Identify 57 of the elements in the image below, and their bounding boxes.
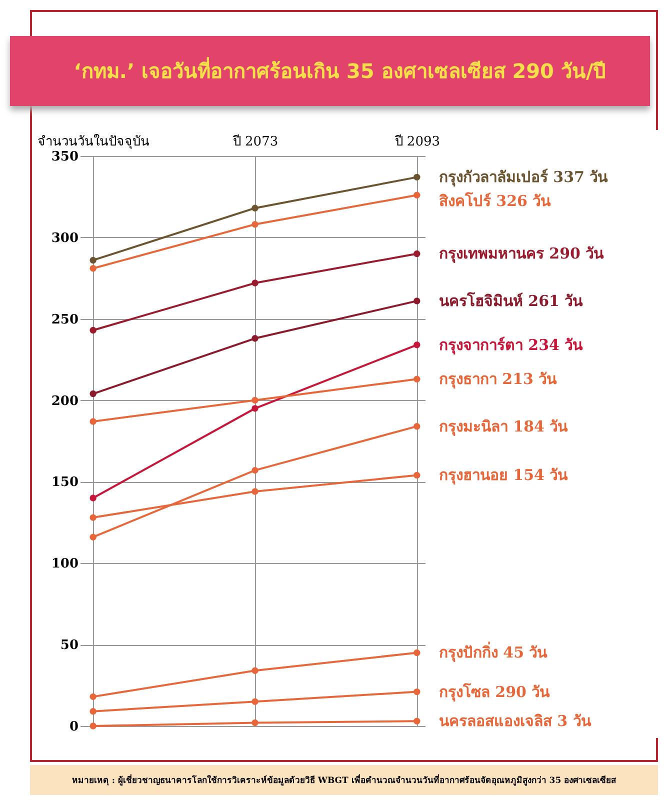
point (414, 250, 420, 258)
point (414, 298, 420, 304)
point (90, 693, 96, 700)
y-tick-label: 250 (51, 312, 78, 328)
chart-title: ‘กทม.’ เจอวันที่อากาศร้อนเกิน 35 องศาเซลเซียส 290 วัน/ปี (72, 56, 608, 85)
point (414, 649, 420, 656)
point (414, 688, 420, 696)
series-label: กรุงปักกิ่ง 45 วัน (438, 642, 548, 663)
y-tick-label: 0 (69, 720, 78, 734)
point (90, 256, 96, 264)
point (252, 667, 258, 674)
y-tick-label: 350 (51, 150, 78, 164)
point (252, 396, 258, 404)
y-tick-label: 100 (51, 556, 78, 572)
point (414, 422, 420, 430)
series-label: กรุงมะนิลา 184 วัน (438, 417, 569, 436)
y-tick-label: 300 (51, 230, 78, 246)
point (252, 335, 258, 342)
point (414, 174, 420, 181)
y-tick-label: 50 (60, 638, 78, 654)
point (90, 265, 96, 272)
point (252, 488, 258, 495)
series-label: กรุงฮานอย 154 วัน (438, 466, 569, 486)
series-label: กรุงจาการ์ตา 234 วัน (438, 336, 584, 355)
point (252, 719, 258, 726)
point (414, 718, 420, 724)
point (414, 472, 420, 479)
series-label: กรุงเทพมหานคร 290 วัน (438, 244, 605, 264)
point (90, 390, 96, 398)
point (414, 376, 420, 382)
series-label: กรุงธากา 213 วัน (438, 370, 558, 390)
point (90, 418, 96, 425)
point (252, 221, 258, 228)
point (90, 514, 96, 521)
y-tick-label: 200 (51, 394, 78, 409)
point (414, 192, 420, 198)
point (90, 534, 96, 540)
text: หมายเหตุ : ผู้เชี่ยวชาญธนาคารโลกใช้การวิเคราะห์ข้อมูลด้วยวิธี WBGT เพื่อคำนวณจำนวนวันที่อากาศร้อนจัดอุณหภูมิสูงกว่า 35 องศาเซลเซียส (30, 765, 658, 795)
series-label: สิงคโปร์ 326 วัน (438, 191, 552, 210)
x-tick-label: จำนวนวันในปัจจุบัน (38, 134, 150, 150)
point (252, 698, 258, 705)
point (252, 204, 258, 212)
series-label: กรุงโซล 290 วัน (438, 682, 551, 702)
series-label: กรุงกัวลาลัมเปอร์ 337 วัน (438, 168, 609, 188)
x-tick-label: ปี 2073 (232, 134, 278, 150)
point (252, 466, 258, 474)
y-tick-label: 150 (51, 475, 78, 490)
point (90, 722, 96, 730)
series-label: นครลอสแองเจลิส 3 วัน (438, 712, 592, 730)
point (90, 494, 96, 502)
point (90, 708, 96, 715)
series-label: นครโฮจิมินห์ 261 วัน (438, 290, 584, 310)
point (252, 280, 258, 286)
x-tick-label: ปี 2093 (394, 134, 440, 150)
point (252, 405, 258, 412)
point (414, 342, 420, 348)
point (90, 326, 96, 334)
